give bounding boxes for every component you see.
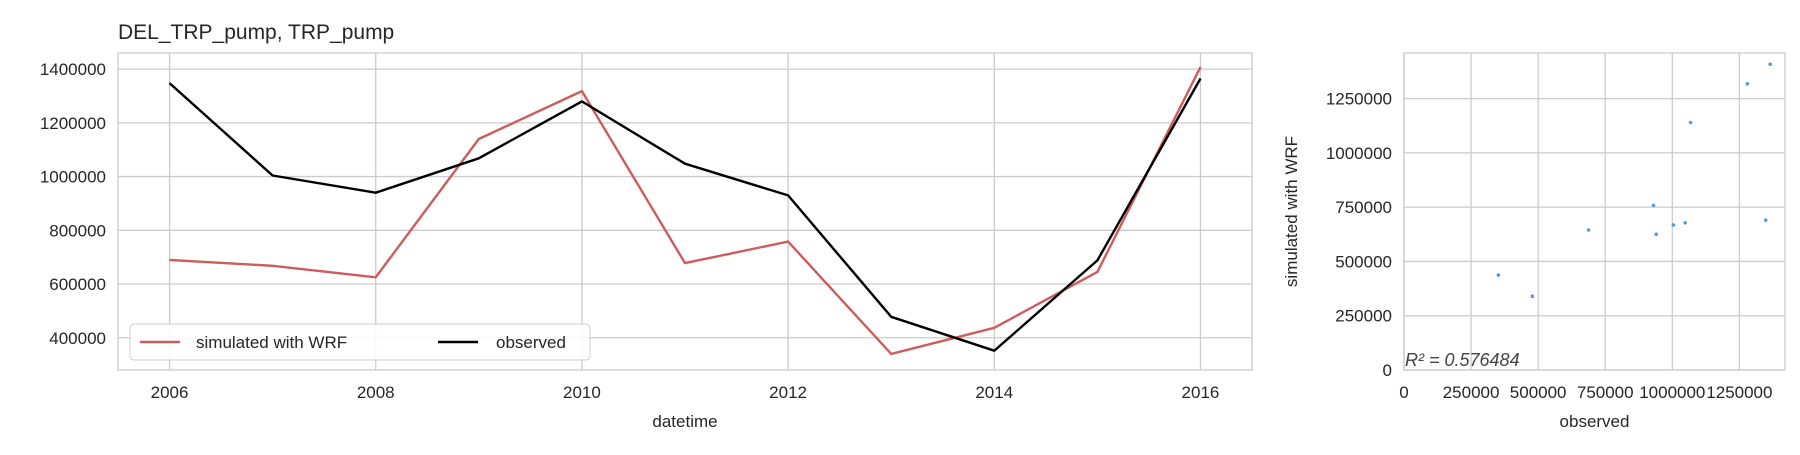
- y-tick-label: 250000: [1335, 307, 1392, 326]
- x-tick-label: 2016: [1182, 383, 1220, 402]
- series-line-observed: [168, 77, 1202, 352]
- x-tick-label: 1250000: [1706, 383, 1772, 402]
- line-chart-x-axis-label: datetime: [652, 412, 717, 431]
- scatter-chart: 0 250000 500000 750000 1000000 1250000 025000…: [1282, 52, 1786, 431]
- scatter-point: [1496, 273, 1501, 277]
- y-tick-label: 600000: [49, 275, 106, 294]
- scatter-chart-x-ticks: 0 250000 500000 750000 1000000 1250000: [1399, 383, 1772, 402]
- x-tick-label: 2012: [769, 383, 807, 402]
- scatter-chart-grid: [1403, 53, 1785, 371]
- scatter-chart-points: [1496, 62, 1772, 299]
- legend-box: [129, 323, 591, 361]
- scatter-chart-y-axis-label: simulated with WRF: [1282, 136, 1301, 287]
- x-tick-label: 2008: [357, 383, 395, 402]
- line-chart-y-ticks: 400000 600000 800000 1000000 1200000 1400000: [40, 60, 106, 348]
- r-squared-annotation: R² = 0.576484: [1405, 350, 1520, 370]
- scatter-point: [1683, 221, 1687, 225]
- x-tick-label: 500000: [1510, 383, 1567, 402]
- scatter-point: [1586, 228, 1591, 232]
- x-tick-label: 2006: [151, 383, 189, 402]
- line-chart: 2006 2008 2010 2012 2014 2016 400000 600000 800…: [40, 21, 1253, 431]
- y-tick-label: 400000: [49, 329, 106, 348]
- scatter-point: [1763, 218, 1768, 222]
- y-tick-label: 1400000: [40, 60, 106, 79]
- scatter-point: [1745, 82, 1750, 86]
- scatter-chart-y-ticks: 0 250000 500000 750000 1000000 1250000: [1326, 90, 1392, 380]
- line-chart-frame: [117, 52, 1253, 371]
- x-tick-label: 1000000: [1639, 383, 1705, 402]
- x-tick-label: 750000: [1577, 383, 1634, 402]
- x-tick-label: 250000: [1443, 383, 1500, 402]
- y-tick-label: 500000: [1335, 252, 1392, 271]
- legend-label-simulated: simulated with WRF: [196, 333, 347, 352]
- x-tick-label: 0: [1399, 383, 1408, 402]
- line-chart-title: DEL_TRP_pump, TRP_pump: [118, 21, 394, 44]
- x-tick-label: 2014: [975, 383, 1013, 402]
- legend-label-observed: observed: [496, 333, 566, 352]
- scatter-chart-x-axis-label: observed: [1560, 412, 1630, 431]
- scatter-point: [1654, 232, 1658, 237]
- scatter-chart-frame: [1403, 52, 1786, 371]
- scatter-point: [1530, 294, 1535, 299]
- x-tick-label: 2010: [563, 383, 601, 402]
- line-chart-legend: simulated with WRF observed: [129, 323, 591, 361]
- series-line-simulated: [169, 66, 1202, 356]
- line-chart-grid: [118, 53, 1252, 370]
- scatter-point: [1671, 223, 1676, 227]
- y-tick-label: 1200000: [40, 114, 106, 133]
- line-chart-series: [168, 66, 1202, 356]
- y-tick-label: 0: [1383, 361, 1392, 380]
- y-tick-label: 1000000: [40, 168, 106, 187]
- y-tick-label: 750000: [1335, 198, 1392, 217]
- scatter-point: [1651, 203, 1656, 208]
- scatter-point: [1768, 62, 1772, 67]
- scatter-point: [1688, 120, 1693, 125]
- y-tick-label: 1250000: [1326, 90, 1392, 109]
- line-chart-x-ticks: 2006 2008 2010 2012 2014 2016: [151, 383, 1220, 402]
- y-tick-label: 800000: [49, 221, 106, 240]
- y-tick-label: 1000000: [1326, 144, 1392, 163]
